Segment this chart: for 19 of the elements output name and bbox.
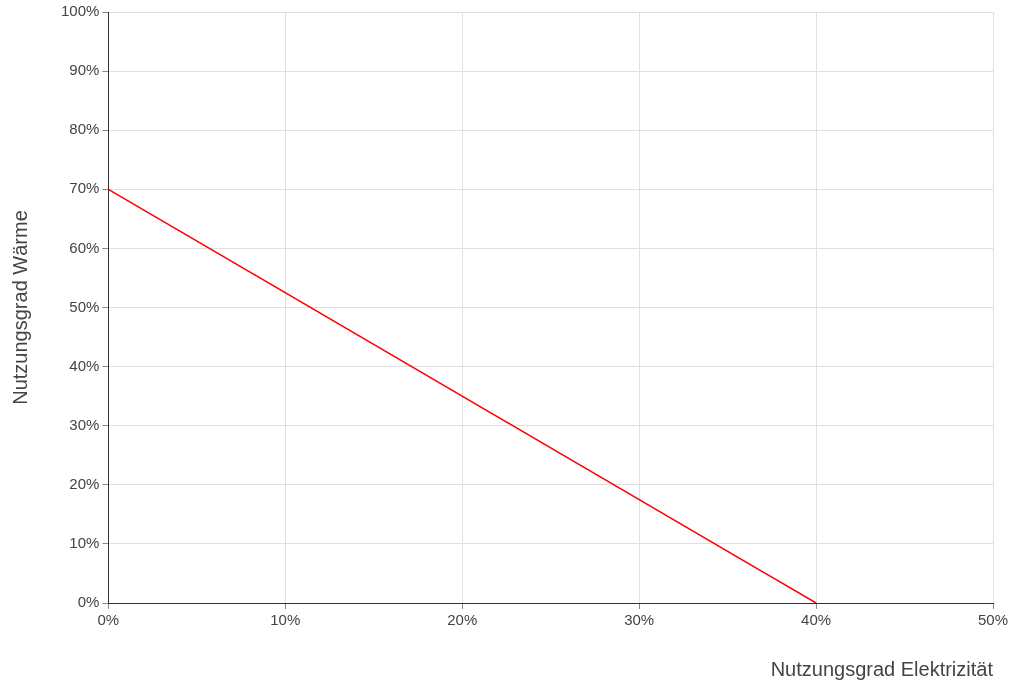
y-tick-label: 60% xyxy=(69,238,100,256)
y-tick-label: 40% xyxy=(69,356,100,374)
y-tick-label: 30% xyxy=(69,415,100,433)
x-axis-title: Nutzungsgrad Elektrizität xyxy=(770,657,994,680)
x-tick-label: 10% xyxy=(270,611,301,629)
y-tick-label: 20% xyxy=(69,474,100,492)
x-tick-label: 0% xyxy=(97,611,120,629)
y-tick-label: 50% xyxy=(69,297,100,315)
x-tick-label: 30% xyxy=(624,611,655,629)
y-tick-label: 0% xyxy=(77,593,100,611)
x-tick-label: 20% xyxy=(447,611,478,629)
x-tick-label: 50% xyxy=(977,611,1009,629)
y-tick-label: 10% xyxy=(69,534,100,552)
y-tick-label: 100% xyxy=(60,2,100,20)
x-tick-label: 40% xyxy=(801,611,832,629)
y-tick-label: 80% xyxy=(69,120,100,138)
y-axis-title: Nutzungsgrad Wärme xyxy=(8,210,31,405)
y-tick-label: 90% xyxy=(69,61,100,79)
y-tick-label: 70% xyxy=(69,179,100,197)
